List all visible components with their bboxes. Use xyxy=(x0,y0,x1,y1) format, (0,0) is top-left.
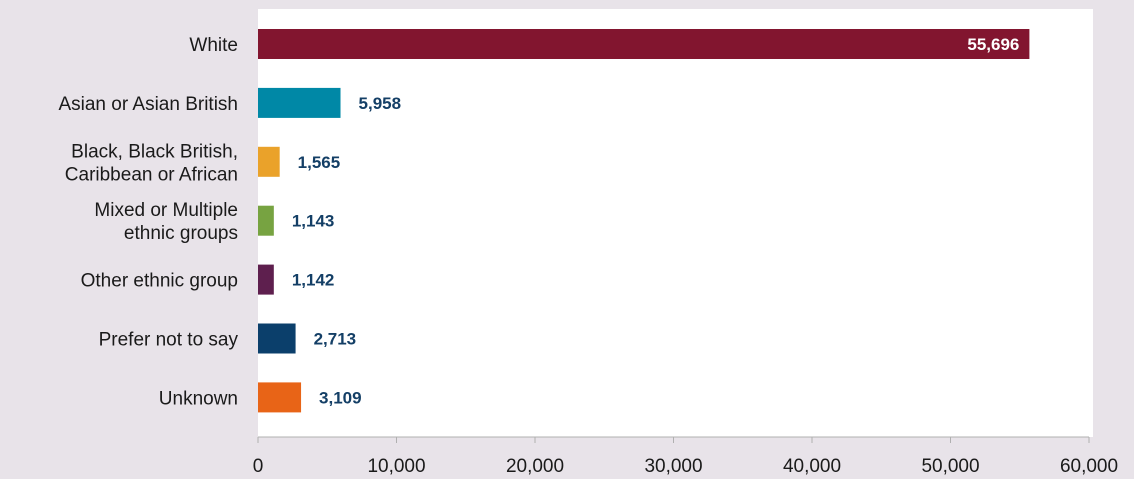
value-label: 1,143 xyxy=(292,212,335,231)
x-tick-label: 30,000 xyxy=(644,456,702,477)
bar-3 xyxy=(258,205,274,236)
x-tick-label: 50,000 xyxy=(921,456,979,477)
x-tick-label: 20,000 xyxy=(506,456,564,477)
category-label: Prefer not to say xyxy=(99,330,239,351)
bar-5 xyxy=(258,323,296,354)
x-axis-ticks: 0 10,000 20,000 30,000 40,000 50,000 60,000 xyxy=(253,437,1118,477)
category-label: White xyxy=(189,35,238,56)
x-tick-label: 10,000 xyxy=(367,456,425,477)
bar-0 xyxy=(258,29,1030,59)
plot-area xyxy=(258,9,1093,437)
value-labels: 55,696 5,958 1,565 1,143 1,142 2,713 3,109 xyxy=(292,35,1020,407)
category-label: Unknown xyxy=(159,388,238,409)
bar-4 xyxy=(258,264,274,295)
category-label: Black, Black British, Caribbean or Africa… xyxy=(65,141,238,185)
value-label: 3,109 xyxy=(319,388,362,407)
value-label: 2,713 xyxy=(314,330,357,349)
x-tick-label: 40,000 xyxy=(783,456,841,477)
x-tick-label: 60,000 xyxy=(1060,456,1118,477)
value-label: 5,958 xyxy=(359,94,402,113)
bar-2 xyxy=(258,146,280,177)
category-label: Other ethnic group xyxy=(81,271,238,292)
bar-1 xyxy=(258,87,341,118)
category-label: Asian or Asian British xyxy=(58,94,238,115)
value-label: 1,565 xyxy=(298,153,341,172)
category-label: Mixed or Multiple ethnic groups xyxy=(94,200,238,244)
bars xyxy=(258,29,1030,413)
category-labels: White Asian or Asian British Black, Black … xyxy=(58,35,238,409)
value-label: 55,696 xyxy=(967,35,1019,54)
value-label: 1,142 xyxy=(292,271,335,290)
x-tick-label: 0 xyxy=(253,456,264,477)
bar-6 xyxy=(258,382,302,413)
